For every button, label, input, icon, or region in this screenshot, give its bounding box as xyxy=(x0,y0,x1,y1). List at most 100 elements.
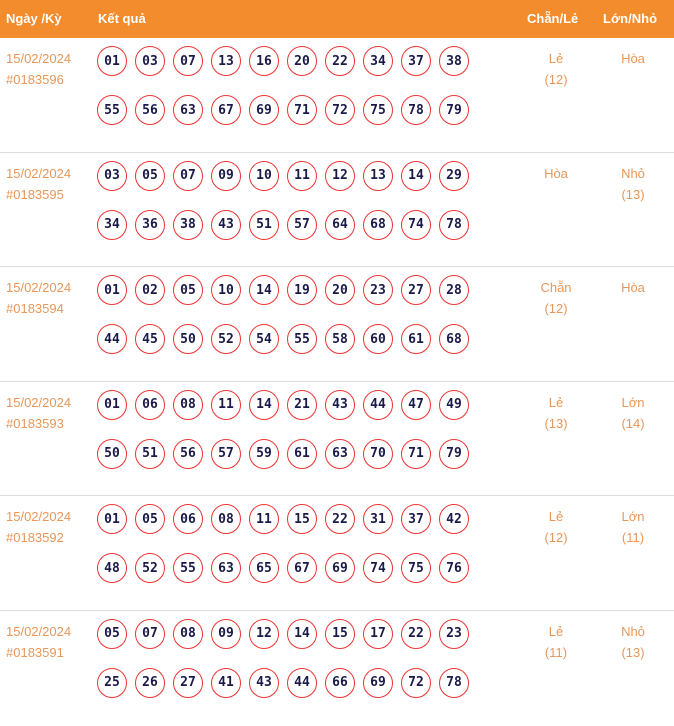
even-odd-cell: Chẵn (12) xyxy=(521,277,591,319)
number-ball: 60 xyxy=(363,324,393,355)
even-odd-label: Chẵn xyxy=(540,280,572,296)
number-ball: 51 xyxy=(135,438,165,469)
number-ball: 54 xyxy=(249,324,279,355)
number-ball: 37 xyxy=(401,46,431,76)
ball-line: 05 07 08 09 12 14 15 17 22 23 xyxy=(97,618,477,649)
even-odd-cell: Lẻ (12) xyxy=(521,506,591,548)
draw-id[interactable]: #0183596 xyxy=(6,72,64,87)
number-ball: 67 xyxy=(211,95,241,125)
big-small-label: Hòa xyxy=(621,280,645,296)
number-ball: 44 xyxy=(97,324,127,355)
header-even-odd: Chẵn/Lẻ xyxy=(527,11,579,26)
number-ball: 69 xyxy=(363,667,393,698)
number-ball: 69 xyxy=(325,553,355,584)
number-ball: 38 xyxy=(173,209,203,240)
table-row: 15/02/2024 #0183596 01 03 07 13 16 20 22 34 37 38… xyxy=(0,38,674,153)
number-ball: 06 xyxy=(173,504,203,535)
number-ball: 48 xyxy=(97,553,127,584)
even-odd-label: Lẻ xyxy=(548,623,564,639)
number-ball: 43 xyxy=(249,667,279,698)
number-ball: 68 xyxy=(439,324,469,355)
result-numbers: 01 05 06 08 11 15 22 31 37 42 48 52 55 63 65 67 69 74 75 76 xyxy=(97,504,477,602)
number-ball: 01 xyxy=(97,275,127,306)
ball-line: 01 06 08 11 14 21 43 44 47 49 xyxy=(97,389,477,420)
draw-id[interactable]: #0183591 xyxy=(6,644,64,660)
number-ball: 71 xyxy=(401,438,431,469)
even-odd-cell: Lẻ (12) xyxy=(521,48,591,90)
number-ball: 65 xyxy=(249,553,279,584)
even-odd-label: Lẻ xyxy=(548,509,564,525)
number-ball: 05 xyxy=(97,618,127,649)
number-ball: 79 xyxy=(439,95,469,125)
number-ball: 55 xyxy=(97,95,127,125)
number-ball: 50 xyxy=(173,324,203,355)
even-odd-label: Hòa xyxy=(544,165,568,181)
number-ball: 21 xyxy=(287,389,317,420)
big-small-count: (11) xyxy=(621,530,645,546)
result-numbers: 03 05 07 09 10 11 12 13 14 29 34 36 38 43 51 57 64 68 74 78 xyxy=(97,160,477,259)
number-ball: 47 xyxy=(401,389,431,420)
number-ball: 34 xyxy=(97,209,127,240)
result-numbers: 01 03 07 13 16 20 22 34 37 38 55 56 63 67 69 71 72 75 78 79 xyxy=(97,46,477,144)
draw-date: 15/02/2024 xyxy=(6,394,72,410)
header-date: Ngày /Kỳ xyxy=(6,11,62,26)
big-small-count: (13) xyxy=(621,644,645,660)
draw-id[interactable]: #0183594 xyxy=(6,301,64,317)
number-ball: 64 xyxy=(325,209,355,240)
number-ball: 20 xyxy=(325,275,355,306)
number-ball: 22 xyxy=(325,46,355,76)
even-odd-cell: Hòa xyxy=(521,163,591,184)
number-ball: 01 xyxy=(97,46,127,76)
number-ball: 12 xyxy=(325,160,355,191)
number-ball: 43 xyxy=(211,209,241,240)
ball-line: 01 05 06 08 11 15 22 31 37 42 xyxy=(97,504,477,535)
number-ball: 76 xyxy=(439,553,469,584)
number-ball: 51 xyxy=(249,209,279,240)
draw-date: 15/02/2024 xyxy=(6,51,72,66)
number-ball: 78 xyxy=(401,95,431,125)
number-ball: 36 xyxy=(135,209,165,240)
number-ball: 08 xyxy=(173,618,203,649)
draw-id[interactable]: #0183595 xyxy=(6,186,64,202)
draw-info: 15/02/2024 #0183595 xyxy=(6,163,71,205)
ball-line: 01 03 07 13 16 20 22 34 37 38 xyxy=(97,46,477,76)
big-small-label: Lớn xyxy=(621,394,645,410)
number-ball: 38 xyxy=(439,46,469,76)
number-ball: 49 xyxy=(439,389,469,420)
number-ball: 22 xyxy=(325,504,355,535)
draw-id[interactable]: #0183592 xyxy=(6,530,64,546)
number-ball: 08 xyxy=(173,389,203,420)
number-ball: 74 xyxy=(363,553,393,584)
ball-line: 34 36 38 43 51 57 64 68 74 78 xyxy=(97,209,477,240)
number-ball: 01 xyxy=(97,504,127,535)
table-row: 15/02/2024 #0183594 01 02 05 10 14 19 20 23 27 28… xyxy=(0,267,674,382)
table-row: 15/02/2024 #0183592 01 05 06 08 11 15 22 31 37 42… xyxy=(0,496,674,611)
draw-id[interactable]: #0183593 xyxy=(6,415,64,431)
number-ball: 59 xyxy=(249,438,279,469)
number-ball: 13 xyxy=(211,46,241,76)
number-ball: 07 xyxy=(173,160,203,191)
big-small-count: (13) xyxy=(621,186,645,202)
ball-line: 03 05 07 09 10 11 12 13 14 29 xyxy=(97,160,477,191)
number-ball: 72 xyxy=(401,667,431,698)
number-ball: 01 xyxy=(97,389,127,420)
number-ball: 13 xyxy=(363,160,393,191)
number-ball: 61 xyxy=(401,324,431,355)
number-ball: 63 xyxy=(211,553,241,584)
ball-line: 25 26 27 41 43 44 66 69 72 78 xyxy=(97,667,477,698)
even-odd-cell: Lẻ (13) xyxy=(521,392,591,434)
number-ball: 72 xyxy=(325,95,355,125)
number-ball: 57 xyxy=(211,438,241,469)
number-ball: 14 xyxy=(287,618,317,649)
big-small-cell: Hòa xyxy=(598,48,668,69)
number-ball: 56 xyxy=(135,95,165,125)
number-ball: 10 xyxy=(211,275,241,306)
number-ball: 41 xyxy=(211,667,241,698)
number-ball: 63 xyxy=(173,95,203,125)
number-ball: 25 xyxy=(97,667,127,698)
number-ball: 22 xyxy=(401,618,431,649)
number-ball: 29 xyxy=(439,160,469,191)
number-ball: 63 xyxy=(325,438,355,469)
number-ball: 14 xyxy=(401,160,431,191)
table-row: 15/02/2024 #0183593 01 06 08 11 14 21 43 44 47 49… xyxy=(0,382,674,497)
